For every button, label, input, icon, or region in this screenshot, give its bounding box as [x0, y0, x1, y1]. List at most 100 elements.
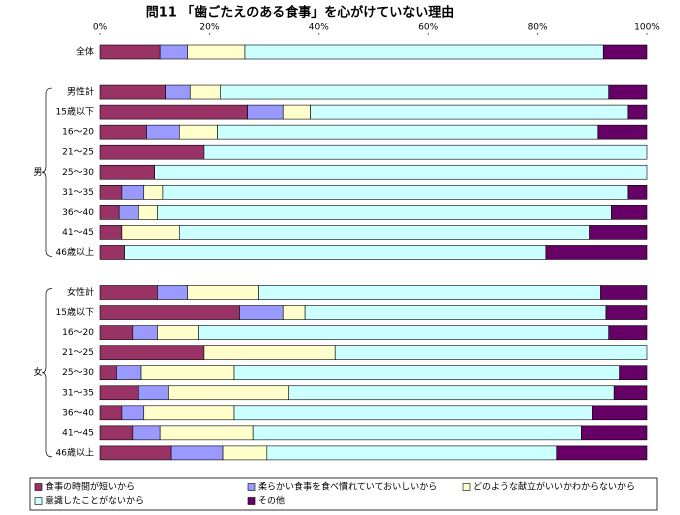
- y-tick-label: 36～40: [62, 208, 94, 218]
- bar-segment: [121, 225, 180, 240]
- bar-segment: [627, 185, 648, 200]
- bar-segment: [99, 124, 147, 140]
- y-tick-label: 21～25: [62, 348, 94, 358]
- bar-segment: [124, 245, 547, 260]
- bar-segment: [99, 144, 205, 160]
- x-tick-label: 60%: [418, 23, 438, 33]
- bar-segment: [99, 104, 248, 120]
- bar-segment: [233, 365, 620, 381]
- bar-segment: [608, 84, 648, 100]
- bar-segment: [198, 325, 610, 340]
- bar-segment: [613, 385, 648, 401]
- x-tick-label: 80%: [528, 23, 548, 33]
- bar-segment: [179, 124, 218, 140]
- legend-swatch: [34, 483, 43, 491]
- group-label: 女: [33, 366, 42, 378]
- bar-segment: [304, 305, 607, 320]
- bar-segment: [132, 325, 158, 340]
- bar-segment: [99, 205, 120, 220]
- bar-segment: [99, 225, 123, 240]
- y-tick-label: 21～25: [62, 148, 94, 158]
- legend-label: 意識したことがないから: [45, 495, 144, 507]
- y-tick-label: 全体: [76, 46, 94, 58]
- bar-segment: [602, 44, 648, 60]
- bar-segment: [99, 425, 134, 441]
- bar-segment: [137, 205, 158, 220]
- bar-segment: [605, 305, 648, 320]
- x-tick-label: 20%: [199, 23, 219, 33]
- group-bracket: [41, 288, 53, 458]
- bar-segment: [258, 285, 601, 300]
- bar-segment: [282, 104, 311, 120]
- bar-segment: [159, 44, 188, 60]
- legend-label: その他: [258, 495, 285, 507]
- y-tick-label: 31～35: [62, 388, 94, 398]
- bar-segment: [282, 305, 306, 320]
- y-tick-label: 16～20: [62, 328, 94, 338]
- bar-segment: [140, 365, 235, 381]
- bar-segment: [99, 185, 123, 200]
- group-label: 男: [33, 167, 42, 178]
- bar-segment: [627, 104, 648, 120]
- bar-segment: [222, 445, 268, 461]
- y-tick-label: 46歳以上: [56, 246, 94, 258]
- bar-segment: [252, 425, 582, 441]
- bar-segment: [99, 345, 205, 360]
- group-bracket: [41, 87, 53, 257]
- bar-segment: [137, 385, 169, 401]
- bar-segment: [247, 104, 284, 120]
- bar-segment: [288, 385, 615, 401]
- bar-segment: [597, 124, 648, 140]
- bar-segment: [99, 445, 172, 461]
- y-tick-label: 36～40: [62, 408, 94, 418]
- bar-segment: [179, 225, 590, 240]
- bar-segment: [99, 164, 156, 180]
- bar-segment: [589, 225, 648, 240]
- bar-segment: [121, 185, 145, 200]
- bar-segment: [619, 365, 648, 381]
- chart-title: 問11 「歯ごたえのある食事」を心がけていない理由: [146, 5, 455, 21]
- bar-segment: [143, 405, 235, 421]
- x-tick-label: 100%: [634, 23, 660, 33]
- bar-segment: [99, 84, 166, 100]
- legend-swatch: [34, 497, 43, 505]
- y-tick-label: 25～30: [62, 168, 94, 178]
- bar-segment: [99, 285, 158, 300]
- bar-segment: [217, 124, 599, 140]
- bar-segment: [99, 305, 240, 320]
- bar-segment: [581, 425, 648, 441]
- bar-segment: [99, 44, 161, 60]
- bar-segment: [244, 44, 604, 60]
- legend-label: 食事の時間が短いから: [45, 481, 135, 493]
- bar-segment: [146, 124, 180, 140]
- x-tick-label: 0%: [93, 23, 108, 33]
- bar-segment: [591, 405, 648, 421]
- bar-segment: [545, 245, 648, 260]
- bar-segment: [143, 185, 164, 200]
- bar-segment: [266, 445, 558, 461]
- bar-segment: [611, 205, 648, 220]
- y-tick-label: 女性計: [67, 286, 94, 298]
- bar-segment: [608, 325, 648, 340]
- x-tick-label: 40%: [309, 23, 329, 33]
- y-tick-label: 41～45: [62, 228, 94, 238]
- bar-segment: [99, 365, 117, 381]
- bar-segment: [99, 325, 134, 340]
- y-tick-label: 46歳以上: [56, 446, 94, 458]
- bar-segment: [165, 84, 191, 100]
- bar-segment: [187, 44, 246, 60]
- bar-segment: [600, 285, 648, 300]
- bar-segment: [99, 245, 125, 260]
- bar-segment: [157, 285, 188, 300]
- bar-segment: [116, 365, 142, 381]
- bar-segment: [118, 205, 139, 220]
- bar-segment: [132, 425, 161, 441]
- bar-segment: [121, 405, 145, 421]
- bar-segment: [556, 445, 648, 461]
- legend-swatch: [247, 483, 256, 491]
- legend-swatch: [247, 497, 256, 505]
- bar-segment: [334, 345, 648, 360]
- bar-segment: [233, 405, 593, 421]
- bar-segment: [162, 185, 629, 200]
- bar-segment: [168, 385, 290, 401]
